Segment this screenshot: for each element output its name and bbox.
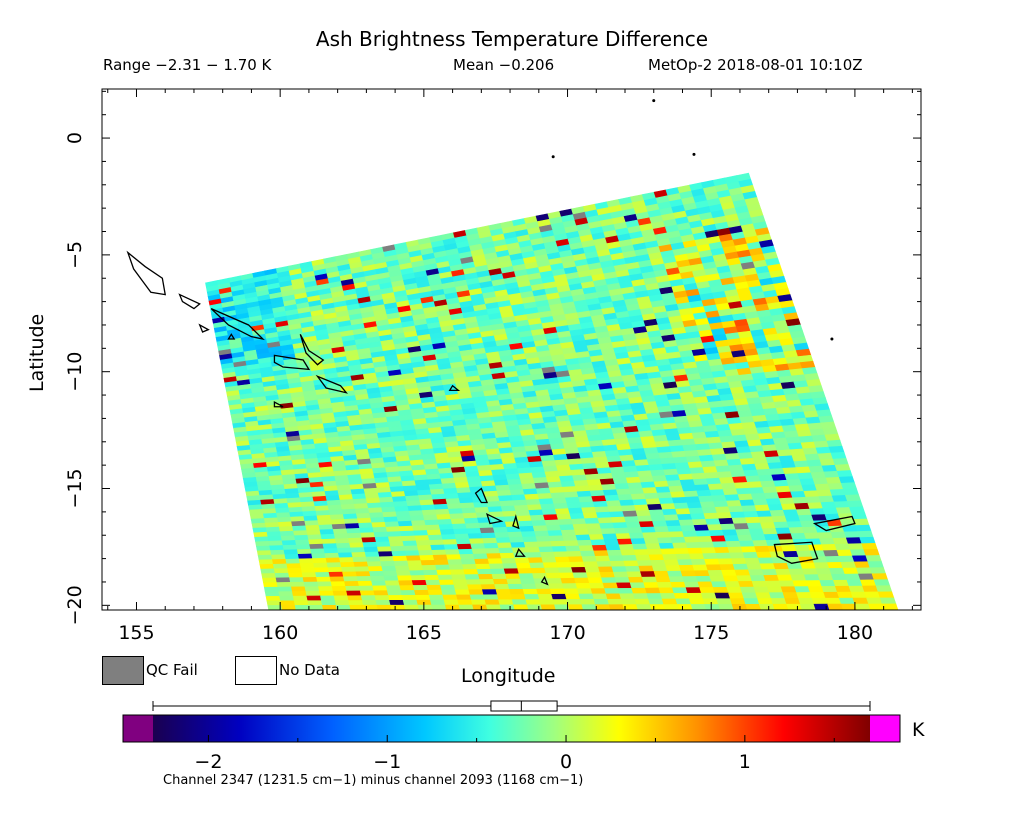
island-outline [198,323,210,333]
qc-fail-swatch [102,656,144,685]
colorbar-unit: K [912,719,925,741]
x-axis: 155 160 165 170 175 180 [107,89,913,644]
colorbar-ticks: −2 −1 0 1 [194,735,835,773]
island-outline [299,334,325,366]
plot-frame [101,88,922,611]
colorbar-tick-label: −1 [373,751,401,773]
x-tick-label: 160 [262,622,298,644]
island-outline [812,515,856,532]
x-tick-label: 165 [406,622,442,644]
coastlines [126,99,856,586]
island-outline [474,487,489,504]
island-outline [210,308,265,341]
satellite-time-text: MetOp-2 2018-08-01 10:10Z [648,56,863,74]
colorbar-under [123,715,153,742]
qc-fail-label: QC Fail [146,661,198,679]
chart-title: Ash Brightness Temperature Difference [315,27,709,51]
y-axis-label: Latitude [26,313,48,392]
island-dot [830,337,834,341]
island-dot [692,152,696,156]
island-outline [514,548,526,557]
boxplot [152,700,871,712]
x-tick-label: 170 [549,622,585,644]
no-data-swatch [235,656,277,685]
y-axis: 0 −5 −10 −15 −20 [64,90,921,625]
no-data-label: No Data [279,661,340,679]
x-tick-label: 155 [118,622,154,644]
x-tick-label: 180 [837,622,873,644]
x-tick-label: 175 [693,622,729,644]
colorbar-tick-label: −2 [194,751,222,773]
data-swath [205,172,899,610]
island-outline [540,575,549,586]
y-tick-label: −5 [64,241,86,269]
colorbar-over [870,715,900,742]
island-outline [315,374,348,394]
island-outline [486,512,504,525]
island-dot [551,155,555,159]
colorbar-tick-label: 0 [560,751,572,773]
island-outline [512,514,520,530]
island-outline [227,333,236,340]
island-outline [448,384,461,392]
colorbar-caption: Channel 2347 (1231.5 cm−1) minus channel… [163,773,584,788]
island-dot [652,99,656,103]
island-outline [178,293,201,310]
y-tick-label: −20 [64,585,86,625]
x-axis-label: Longitude [461,665,556,687]
mean-text: Mean −0.206 [453,56,555,74]
island-outline [273,354,311,371]
y-tick-label: −10 [64,352,86,392]
island-outline [273,400,284,408]
y-tick-label: 0 [64,132,86,144]
range-text: Range −2.31 − 1.70 K [103,56,272,74]
y-tick-label: −15 [64,468,86,508]
colorbar-tick-label: 1 [739,751,751,773]
colorbar [153,715,870,742]
island-outline [773,541,819,564]
island-outline [126,250,167,296]
